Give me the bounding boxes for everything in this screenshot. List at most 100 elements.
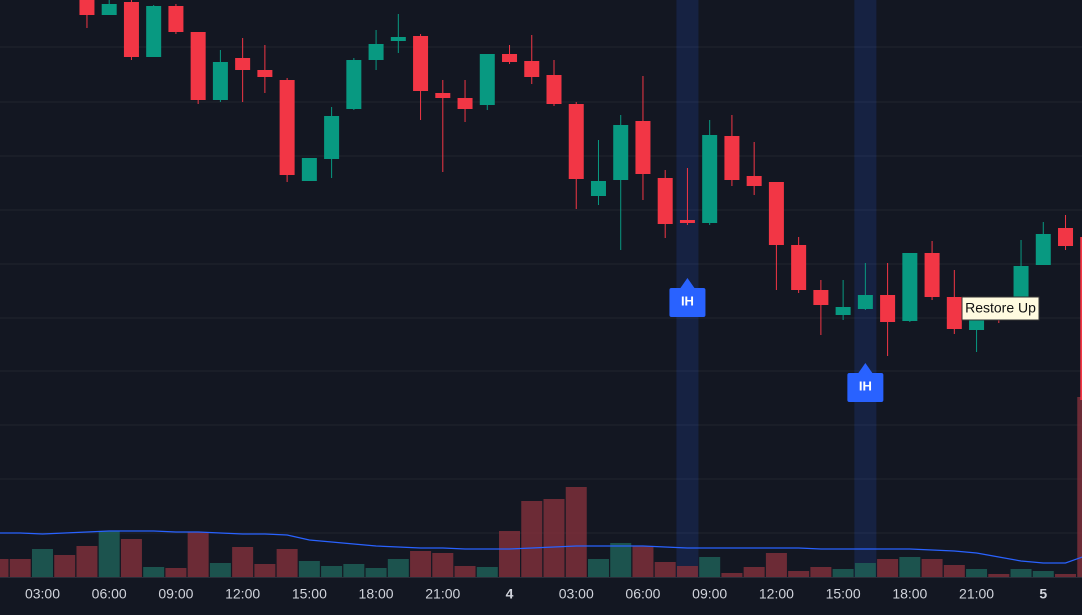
- volume-bar: [254, 564, 276, 577]
- x-tick-label: 15:00: [292, 586, 327, 602]
- candle-body: [768, 182, 784, 245]
- volume-bar: [499, 531, 521, 577]
- candle-body: [79, 0, 95, 15]
- volume-bar: [31, 549, 53, 577]
- tooltip-text: Restore Up: [965, 300, 1036, 316]
- candle-body: [724, 136, 740, 180]
- x-tick-label: 5: [1039, 586, 1047, 602]
- candle-body: [212, 62, 228, 100]
- volume-bar: [921, 559, 943, 577]
- candle-body: [101, 4, 117, 15]
- candle-body: [368, 44, 384, 60]
- x-tick-label: 06:00: [92, 586, 127, 602]
- volume-bar: [765, 553, 787, 577]
- volume-bar: [0, 559, 9, 577]
- volume-bar: [854, 563, 876, 577]
- candle-body: [613, 125, 629, 180]
- x-tick-label: 09:00: [158, 586, 193, 602]
- x-tick-label: 21:00: [425, 586, 460, 602]
- volume-bar: [321, 566, 343, 577]
- marker-label: IH: [859, 378, 872, 393]
- candle-body: [657, 178, 673, 224]
- candle-body: [880, 295, 896, 322]
- volume-bar: [165, 568, 187, 577]
- candle-body: [902, 253, 918, 321]
- volume-bar: [1032, 571, 1054, 577]
- volume-bar: [966, 569, 988, 577]
- candle-body: [590, 181, 606, 196]
- volume-bar: [988, 574, 1010, 577]
- x-tick-label: 12:00: [225, 586, 260, 602]
- volume-bar: [877, 559, 899, 577]
- volume-bar: [76, 546, 98, 577]
- candle-body: [457, 98, 473, 109]
- candle-body: [635, 121, 651, 174]
- volume-bar: [810, 567, 832, 577]
- candle-body: [279, 80, 295, 175]
- volume-bar: [1077, 397, 1082, 577]
- x-tick-label: 21:00: [959, 586, 994, 602]
- volume-bar: [298, 561, 320, 577]
- candle-body: [568, 104, 584, 179]
- volume-bar: [143, 567, 165, 577]
- candle-body: [346, 60, 362, 109]
- candle-body: [435, 93, 451, 98]
- candle-body: [1035, 234, 1051, 265]
- candle-body: [168, 6, 184, 32]
- volume-bar: [9, 559, 31, 577]
- candle-body: [257, 70, 273, 77]
- candle-body: [746, 176, 762, 186]
- candle-body: [702, 135, 718, 223]
- volume-bar: [454, 566, 476, 577]
- volume-bar: [565, 487, 587, 577]
- volume-bar: [788, 571, 810, 577]
- candle-body: [791, 245, 807, 290]
- x-tick-label: 09:00: [692, 586, 727, 602]
- volume-bar: [587, 559, 609, 577]
- x-tick-label: 03:00: [559, 586, 594, 602]
- volume-bar: [610, 543, 632, 577]
- marker-label: IH: [681, 293, 694, 308]
- candle-body: [1080, 237, 1082, 400]
- candle-body: [924, 253, 940, 297]
- volume-bar: [387, 559, 409, 577]
- volume-bar: [120, 539, 142, 577]
- volume-bar: [365, 568, 387, 577]
- x-tick-label: 12:00: [759, 586, 794, 602]
- volume-bar: [476, 567, 498, 577]
- volume-bar: [432, 553, 454, 577]
- x-tick-label: 03:00: [25, 586, 60, 602]
- candle-body: [146, 6, 162, 57]
- candle-body: [502, 54, 518, 62]
- volume-bar: [699, 557, 721, 577]
- candle-body: [324, 116, 340, 159]
- volume-bar: [232, 547, 254, 577]
- candle-body: [835, 307, 851, 315]
- volume-bar: [943, 565, 965, 577]
- volume-bar: [276, 549, 298, 577]
- x-tick-label: 06:00: [625, 586, 660, 602]
- volume-bar: [1010, 569, 1032, 577]
- volume-bar: [209, 563, 231, 577]
- volume-bar: [521, 501, 543, 577]
- volume-bar: [676, 566, 698, 577]
- volume-bar: [543, 499, 565, 577]
- x-tick-label: 18:00: [892, 586, 927, 602]
- marker-shape: [847, 363, 884, 402]
- candle-body: [390, 37, 406, 41]
- candle-body: [413, 36, 429, 91]
- candle-body: [946, 297, 962, 329]
- volume-bar: [654, 562, 676, 577]
- candle-body: [235, 58, 251, 70]
- tooltip: Restore Up: [961, 296, 1040, 321]
- marker-shape: [669, 278, 706, 317]
- candle-body: [1058, 228, 1074, 246]
- volume-bar: [1055, 574, 1077, 577]
- candle-body: [190, 32, 206, 100]
- x-tick-label: 15:00: [826, 586, 861, 602]
- x-tick-label: 18:00: [359, 586, 394, 602]
- volume-ma-line: [0, 530, 1082, 564]
- candle-body: [546, 75, 562, 104]
- candle-body: [301, 158, 317, 181]
